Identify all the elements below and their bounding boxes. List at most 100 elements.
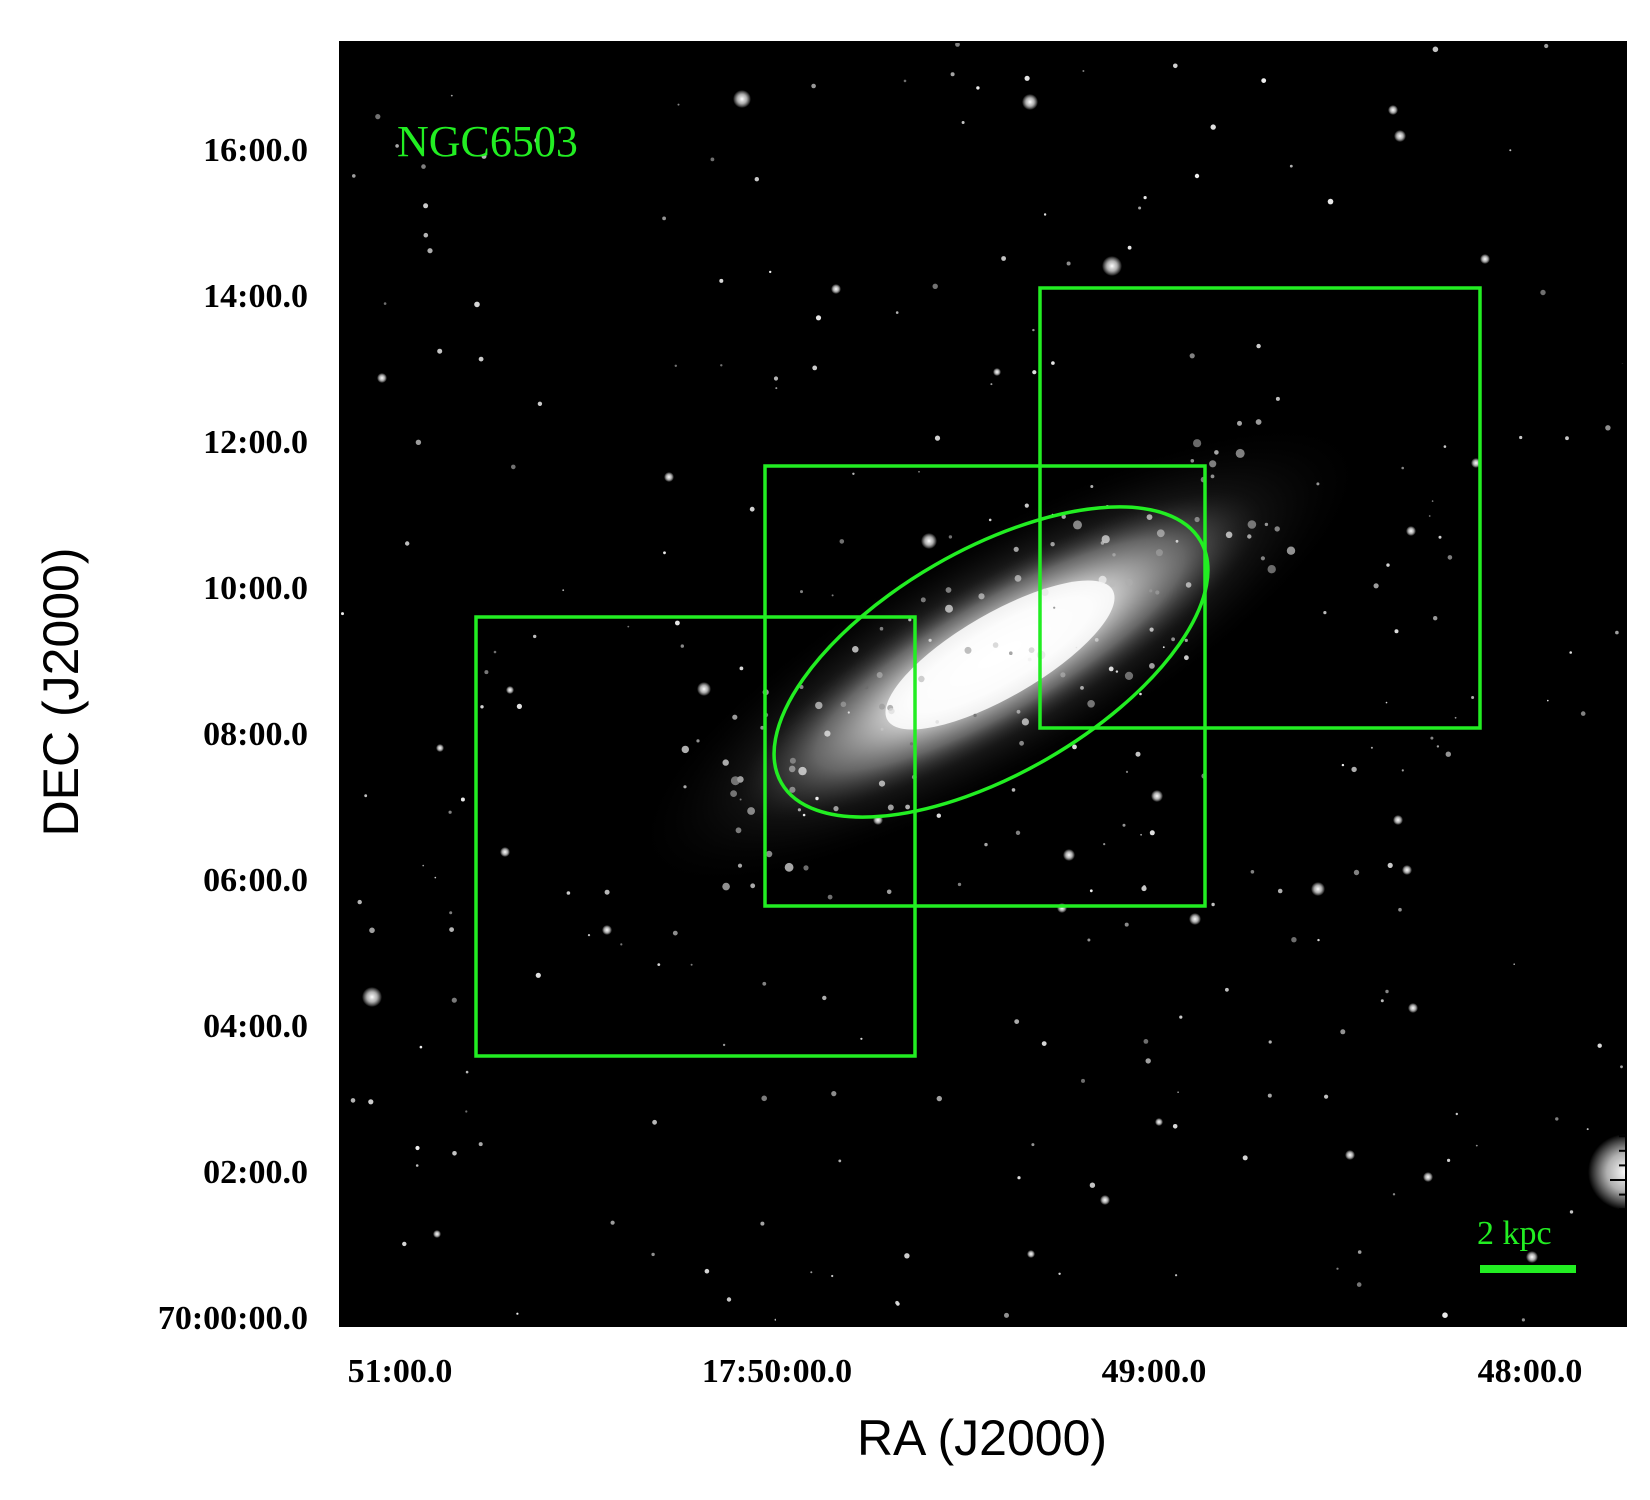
- faint-star: [1173, 63, 1178, 69]
- faint-star: [1061, 514, 1066, 519]
- faint-star: [1250, 870, 1255, 874]
- faint-star: [511, 464, 516, 470]
- faint-star: [421, 164, 426, 169]
- y-axis-title: DEC (J2000): [33, 548, 89, 837]
- star: [1155, 1118, 1163, 1126]
- faint-star: [383, 302, 387, 305]
- star: [377, 373, 387, 383]
- galaxy-knot: [1124, 671, 1134, 681]
- faint-star: [800, 590, 803, 594]
- faint-star: [934, 435, 941, 441]
- faint-star: [1277, 888, 1283, 894]
- faint-star: [1072, 744, 1077, 750]
- galaxy-knot: [1193, 439, 1202, 448]
- faint-star: [810, 1271, 813, 1274]
- faint-star: [1103, 843, 1106, 846]
- star: [1423, 1172, 1433, 1182]
- galaxy-knot: [935, 720, 939, 724]
- star: [1408, 1003, 1418, 1013]
- galaxy-knot: [1109, 581, 1116, 588]
- galaxy-knot: [683, 785, 687, 789]
- galaxy-knot: [1209, 460, 1217, 468]
- faint-star: [627, 625, 630, 628]
- faint-star: [677, 103, 680, 106]
- faint-star: [1127, 245, 1132, 250]
- galaxy-knot: [964, 646, 972, 654]
- galaxy-knot: [1155, 590, 1160, 595]
- faint-star: [1004, 1312, 1009, 1318]
- galaxy-knot: [878, 780, 886, 787]
- faint-star: [1324, 1094, 1329, 1099]
- faint-star: [838, 1159, 842, 1163]
- faint-star: [761, 1095, 767, 1102]
- faint-star: [402, 1241, 407, 1247]
- faint-star: [1024, 75, 1030, 81]
- faint-star: [1175, 539, 1179, 543]
- galaxy-knot: [722, 759, 729, 766]
- galaxy-knot: [992, 642, 999, 648]
- galaxy-knot: [1060, 672, 1066, 678]
- faint-star: [976, 86, 980, 90]
- faint-star: [722, 1043, 726, 1047]
- galaxy-knot: [1028, 647, 1035, 653]
- faint-star: [732, 714, 738, 720]
- star: [506, 686, 514, 694]
- galaxy-knot: [945, 587, 952, 593]
- galaxy-knot: [1027, 657, 1032, 662]
- faint-star: [1032, 370, 1037, 375]
- faint-star: [1001, 256, 1006, 261]
- faint-star: [1447, 555, 1453, 560]
- galaxy-knot: [1149, 627, 1154, 632]
- faint-star: [936, 1095, 942, 1102]
- y-tick-label: 10:00.0: [203, 570, 308, 607]
- galaxy-knot: [1016, 709, 1021, 714]
- faint-star: [1194, 173, 1200, 179]
- faint-star: [1605, 425, 1611, 431]
- faint-star: [1323, 611, 1327, 615]
- galaxy-knot: [1050, 542, 1055, 547]
- y-tick-label: 12:00.0: [203, 424, 308, 461]
- scale-bar-label: 2 kpc: [1477, 1215, 1552, 1252]
- faint-star: [474, 301, 480, 308]
- faint-star: [1267, 1093, 1272, 1098]
- faint-star: [1015, 830, 1021, 835]
- faint-star: [886, 889, 892, 895]
- faint-star: [1336, 1267, 1339, 1270]
- faint-star: [1053, 606, 1056, 609]
- faint-star: [484, 670, 489, 675]
- star: [1063, 849, 1075, 861]
- galaxy-knot: [905, 804, 910, 810]
- faint-star: [1356, 1282, 1362, 1287]
- faint-star: [1124, 922, 1129, 927]
- faint-star: [1398, 907, 1402, 912]
- star: [1394, 130, 1406, 142]
- faint-star: [1597, 1043, 1602, 1048]
- galaxy-knot: [1225, 531, 1233, 539]
- faint-star: [415, 1164, 419, 1167]
- faint-star: [815, 796, 819, 801]
- galaxy-knot: [735, 827, 742, 834]
- faint-star: [903, 79, 907, 83]
- faint-star: [1075, 646, 1078, 649]
- faint-star: [1431, 500, 1434, 502]
- faint-star: [680, 644, 684, 648]
- galaxy-knot: [887, 804, 894, 811]
- faint-star: [1353, 869, 1360, 876]
- star: [362, 987, 382, 1007]
- faint-star: [1341, 763, 1345, 767]
- y-tick-label: 16:00.0: [203, 132, 308, 169]
- faint-star: [465, 1110, 468, 1113]
- object-label: NGC6503: [397, 117, 578, 166]
- faint-star: [719, 278, 724, 283]
- faint-star: [973, 713, 977, 718]
- faint-star: [481, 153, 487, 159]
- faint-star: [1428, 515, 1431, 517]
- faint-star: [955, 42, 960, 47]
- galaxy-knot: [945, 604, 953, 613]
- faint-star: [369, 927, 375, 934]
- faint-star: [760, 1221, 765, 1226]
- faint-star: [1443, 445, 1447, 448]
- faint-star: [1580, 711, 1586, 716]
- faint-star: [1149, 589, 1153, 593]
